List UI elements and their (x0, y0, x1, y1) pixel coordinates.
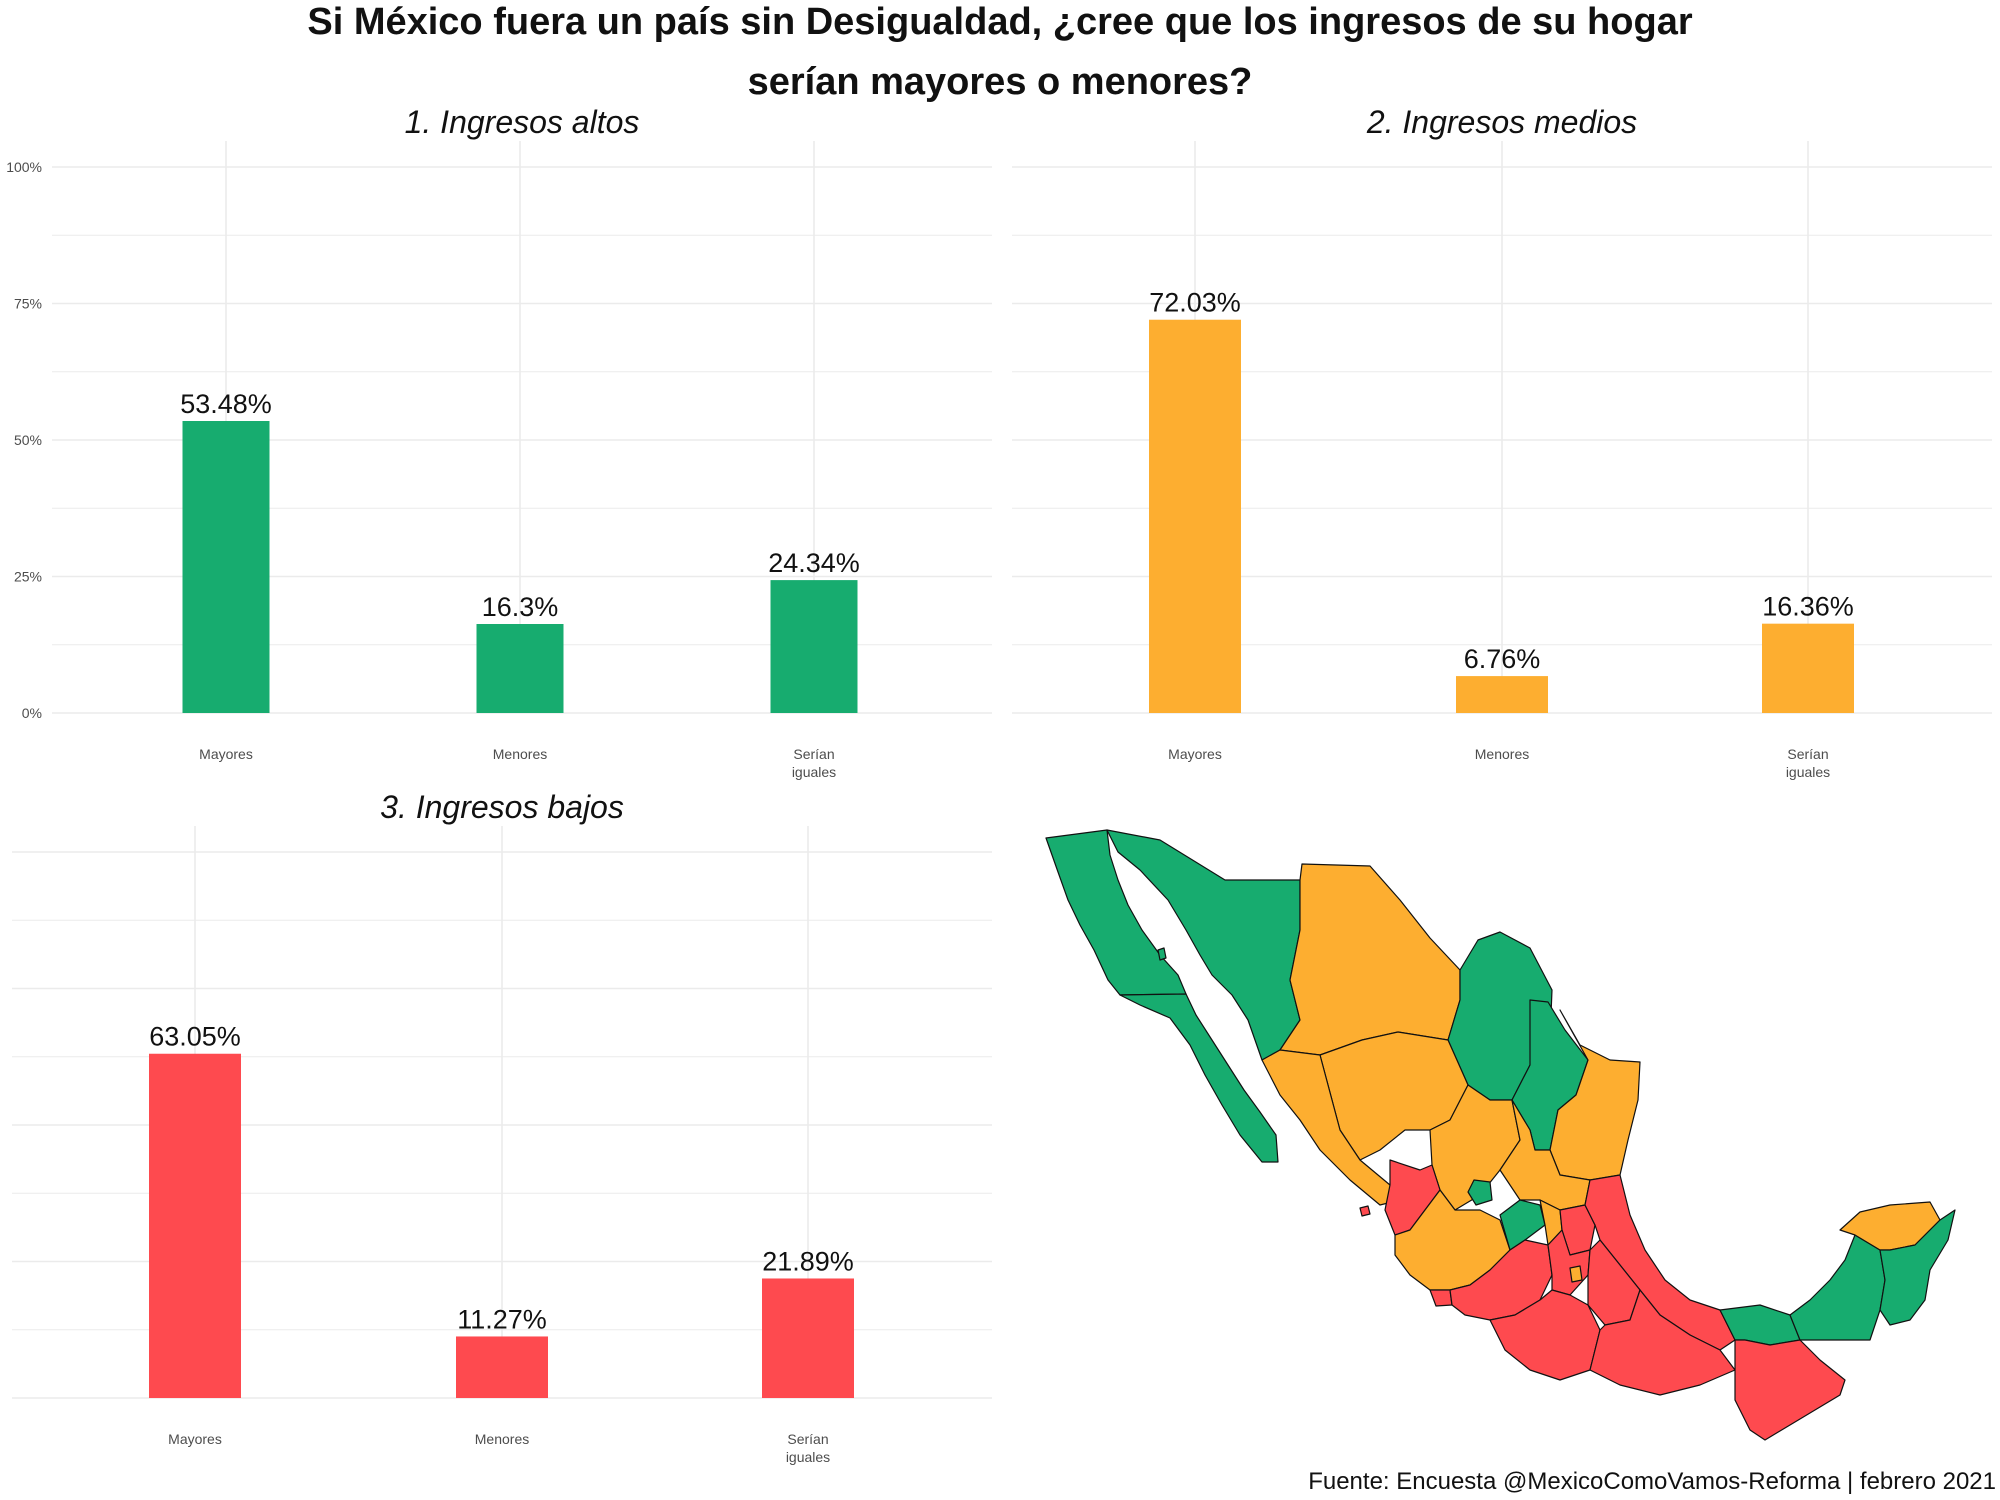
x-tick-label: Mayores (1168, 746, 1222, 762)
x-tick-label: Mayores (168, 1431, 222, 1447)
map-region-sonora (1106, 829, 1301, 1061)
y-tick-label: 25% (14, 569, 42, 585)
map-region-colima (1429, 1289, 1453, 1307)
bar (476, 624, 564, 713)
bar (456, 1336, 548, 1398)
bar (1456, 676, 1548, 713)
x-tick-label: iguales (786, 1449, 830, 1465)
bar (1762, 623, 1854, 713)
x-tick-label: iguales (792, 764, 836, 780)
bar-value-label: 53.48% (180, 389, 272, 419)
bar (182, 420, 270, 713)
x-tick-label: Mayores (199, 746, 253, 762)
x-tick-label: Serían (787, 1431, 828, 1447)
bar (762, 1278, 854, 1398)
x-tick-label: Menores (493, 746, 547, 762)
x-tick-label: Serían (793, 746, 834, 762)
bar (770, 580, 858, 713)
bar-value-label: 72.03% (1149, 288, 1241, 318)
bar-value-label: 16.36% (1762, 592, 1854, 622)
bar-value-label: 21.89% (762, 1246, 854, 1276)
bar-value-label: 24.34% (768, 548, 860, 578)
chart-title-line2: serían mayores o menores? (747, 61, 1253, 103)
panel-title: 2. Ingresos medios (1366, 104, 1637, 140)
map-region-cdmx (1569, 1265, 1583, 1283)
chart-title-line1: Si México fuera un país sin Desigualdad,… (307, 1, 1693, 43)
map-region-quintana-roo (1879, 1209, 1956, 1326)
bar-panel-3: 3. Ingresos bajos 63.05% Mayores 11.27% Meno… (12, 789, 992, 1465)
bar-panel-1: 1. Ingresos altos 0% 25% 50% 75% 100% 53.48% Ma… (6, 104, 992, 780)
map-region-campeche (1789, 1234, 1886, 1341)
y-tick-label: 100% (6, 159, 42, 175)
bar-value-label: 11.27% (457, 1304, 547, 1334)
bar-panel-2: 2. Ingresos medios 72.03% Mayores 6.76% Meno… (1012, 104, 1992, 780)
map-region-island (1359, 1205, 1371, 1217)
map-region-chihuahua (1279, 863, 1461, 1056)
x-tick-label: Serían (1787, 746, 1828, 762)
source-caption: Fuente: Encuesta @MexicoComoVamos-Reform… (1308, 1468, 1996, 1495)
panel-title: 3. Ingresos bajos (380, 789, 624, 825)
map-region-island (1157, 947, 1167, 961)
bar (1149, 319, 1241, 713)
y-tick-label: 50% (14, 432, 42, 448)
map-region-baja-california (1045, 829, 1187, 996)
bar-value-label: 63.05% (149, 1022, 241, 1052)
x-tick-label: Menores (475, 1431, 529, 1447)
map-region-aguascalientes (1467, 1179, 1493, 1206)
x-tick-label: Menores (1475, 746, 1529, 762)
map-region-oaxaca (1589, 1289, 1736, 1396)
x-tick-label: iguales (1786, 764, 1830, 780)
bar (149, 1053, 241, 1398)
bar-value-label: 6.76% (1464, 644, 1541, 674)
panel-title: 1. Ingresos altos (405, 104, 640, 140)
map-region-baja-california-sur (1119, 993, 1279, 1163)
mexico-map (1045, 829, 1956, 1441)
y-tick-label: 0% (22, 705, 42, 721)
map-region-chiapas (1734, 1339, 1846, 1441)
y-tick-label: 75% (14, 296, 42, 312)
map-region-guerrero (1489, 1289, 1601, 1381)
bar-value-label: 16.3% (482, 592, 559, 622)
